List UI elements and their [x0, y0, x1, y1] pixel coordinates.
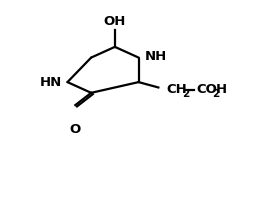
- Text: CH: CH: [166, 83, 186, 96]
- Text: 2: 2: [211, 89, 218, 99]
- Text: OH: OH: [103, 16, 125, 28]
- Text: CO: CO: [195, 83, 216, 96]
- Text: HN: HN: [39, 76, 61, 89]
- Text: O: O: [69, 123, 81, 137]
- Text: 2: 2: [182, 89, 189, 99]
- Text: NH: NH: [144, 50, 166, 62]
- Text: H: H: [215, 83, 226, 96]
